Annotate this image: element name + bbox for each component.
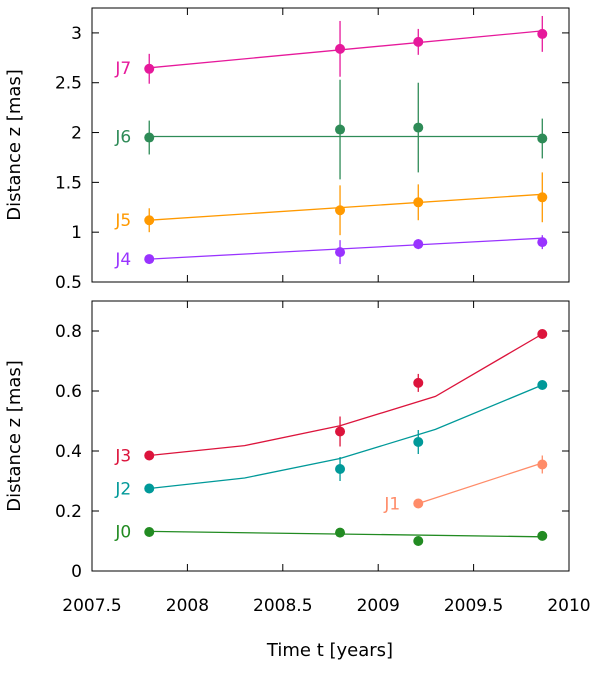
- fit-line-j1: [418, 462, 543, 505]
- fit-line-j4: [149, 237, 543, 260]
- data-point-j7: [335, 43, 346, 54]
- data-point-j0: [537, 530, 548, 541]
- data-point-j0: [335, 527, 346, 538]
- y-tick-label: 0.6: [55, 382, 82, 402]
- data-point-j5: [335, 205, 346, 216]
- fit-line-j5: [149, 193, 543, 221]
- series-label-j4: J4: [114, 250, 131, 270]
- top-panel: 0.5 1 1.5 2 2.5 3 J7 J6 J5 J4: [55, 7, 570, 293]
- top-y-axis-title: Distance z [mas]: [4, 69, 25, 221]
- series-label-j7: J7: [114, 59, 131, 79]
- data-point-j5: [144, 215, 155, 226]
- x-tick-label: 2007.5: [62, 596, 121, 616]
- x-tick-label: 2010: [547, 596, 590, 616]
- y-tick-label: 2.5: [55, 74, 82, 94]
- data-point-j0: [144, 527, 155, 537]
- data-point-j2: [144, 483, 155, 494]
- x-tick-label: 2008: [166, 596, 209, 616]
- data-point-j2: [335, 464, 346, 474]
- data-point-j1: [537, 459, 548, 470]
- y-tick-label: 0.4: [55, 442, 82, 462]
- series-label-j2: J2: [114, 480, 131, 500]
- x-tick-label: 2009: [357, 596, 400, 616]
- data-point-j1: [413, 498, 424, 509]
- y-tick-label: 0.5: [55, 273, 82, 293]
- data-point-j4: [413, 239, 424, 250]
- series-label-j6: J6: [114, 128, 131, 148]
- data-point-j5: [537, 192, 548, 203]
- x-axis-title: Time t [years]: [266, 640, 393, 661]
- bottom-panel: 0 0.2 0.4 0.6 0.8 2007.5 2008 2008.5 2009 2009.5 2…: [55, 300, 591, 616]
- fit-line-j2: [149, 384, 543, 490]
- series-label-j0: J0: [114, 522, 131, 542]
- y-tick-label: 0.2: [55, 502, 82, 522]
- y-tick-label: 0: [71, 562, 82, 582]
- data-point-j0: [413, 536, 424, 546]
- data-point-j7: [413, 36, 424, 47]
- data-point-j6: [335, 124, 346, 135]
- data-point-j5: [413, 197, 424, 208]
- bottom-y-axis-title: Distance z [mas]: [4, 360, 25, 512]
- series-label-j1: J1: [383, 495, 400, 515]
- plot-frame: [91, 300, 570, 572]
- data-point-j6: [537, 133, 548, 144]
- data-point-j7: [144, 63, 155, 74]
- fit-line-j0: [149, 530, 543, 538]
- y-tick-label: 1.5: [55, 173, 82, 193]
- data-point-j4: [537, 237, 548, 248]
- plot-frame: [91, 7, 570, 283]
- data-point-j3: [537, 329, 548, 339]
- data-point-j6: [413, 122, 424, 133]
- data-point-j3: [413, 377, 424, 388]
- data-point-j2: [413, 437, 424, 447]
- data-point-j4: [144, 254, 155, 265]
- y-tick-label: 3: [71, 24, 82, 44]
- data-point-j2: [537, 380, 548, 390]
- data-point-j3: [144, 450, 155, 461]
- fit-line-j7: [149, 30, 543, 69]
- y-tick-label: 0.8: [55, 322, 82, 342]
- x-tick-label: 2009.5: [444, 596, 503, 616]
- data-point-j7: [537, 28, 548, 39]
- y-tick-label: 2: [71, 124, 82, 144]
- series-label-j3: J3: [114, 447, 131, 467]
- data-point-j6: [144, 132, 155, 143]
- fit-line-j3: [149, 333, 543, 457]
- series-label-j5: J5: [114, 211, 131, 231]
- y-tick-label: 1: [71, 223, 82, 243]
- data-point-j4: [335, 247, 346, 258]
- x-tick-label: 2008.5: [253, 596, 312, 616]
- data-point-j3: [335, 426, 346, 437]
